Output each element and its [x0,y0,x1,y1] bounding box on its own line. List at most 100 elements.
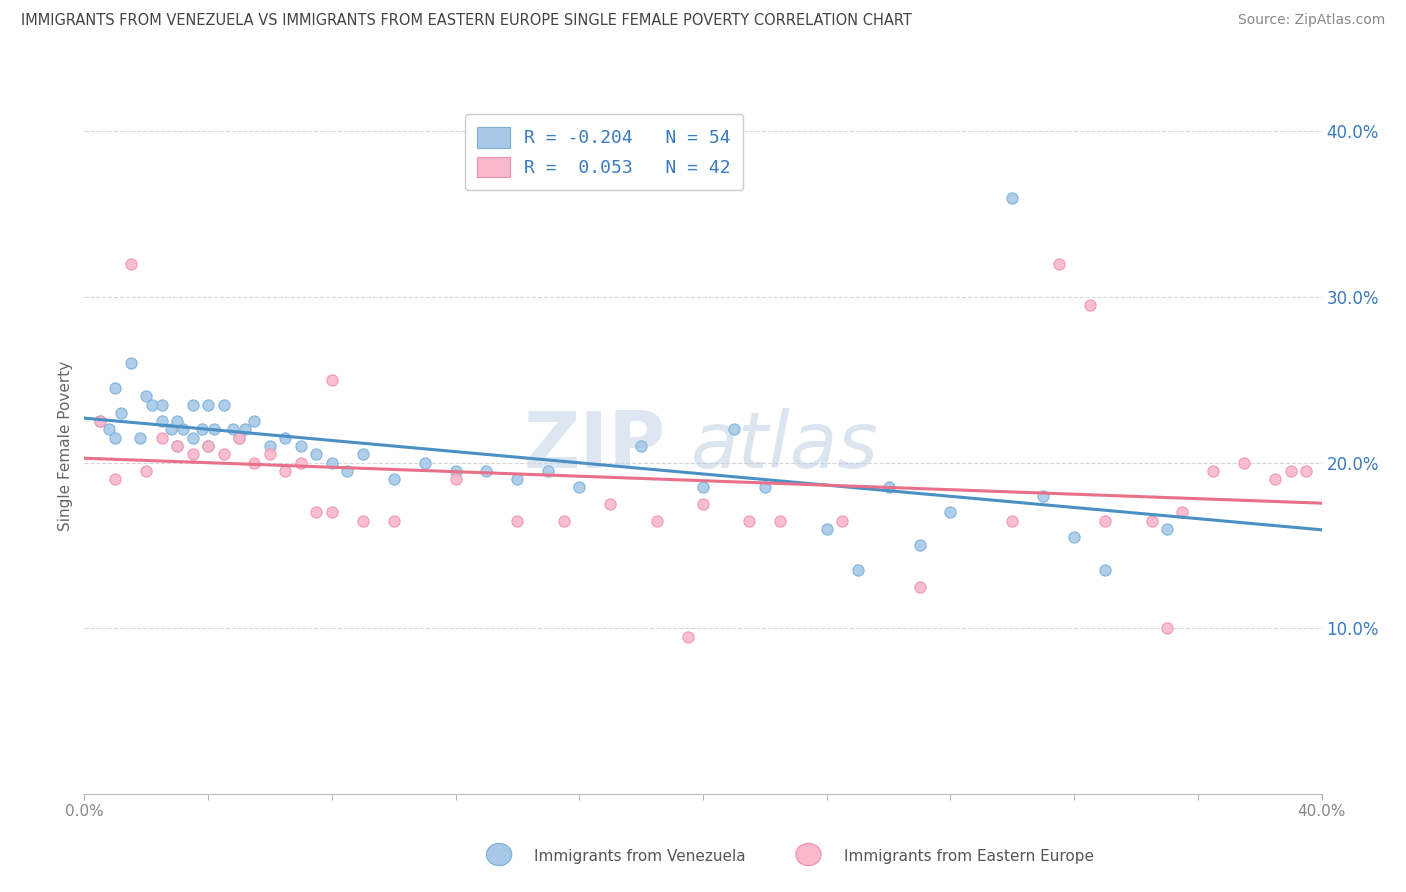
Point [197,439,219,453]
Point [831,514,853,528]
Point [290,439,312,453]
Point [352,447,374,461]
Y-axis label: Single Female Poverty: Single Female Poverty [58,361,73,531]
Point [321,373,343,387]
Point [172,422,194,436]
Point [89,414,111,428]
Point [1063,530,1085,544]
Point [305,505,328,519]
Point [537,464,560,478]
Point [676,630,699,644]
Point [908,538,931,552]
Point [141,398,163,412]
Point [1171,505,1194,519]
Point [274,464,297,478]
Point [352,514,374,528]
Point [150,398,173,412]
Point [243,414,266,428]
Point [506,472,529,486]
Point [120,257,142,271]
Point [321,456,343,470]
Point [321,505,343,519]
Point [233,422,256,436]
Point [846,563,869,577]
Point [104,381,127,395]
Point [1078,298,1101,312]
Point [290,456,312,470]
Text: IMMIGRANTS FROM VENEZUELA VS IMMIGRANTS FROM EASTERN EUROPE SINGLE FEMALE POVERT: IMMIGRANTS FROM VENEZUELA VS IMMIGRANTS … [21,13,912,29]
Text: Source: ZipAtlas.com: Source: ZipAtlas.com [1237,13,1385,28]
Point [305,447,328,461]
Point [599,497,621,511]
Point [1264,472,1286,486]
Point [475,464,498,478]
Point [166,414,188,428]
Text: ZIP: ZIP [523,408,666,484]
Point [228,431,250,445]
Point [135,464,157,478]
Point [336,464,359,478]
Point [1279,464,1302,478]
Point [645,514,668,528]
Point [1001,514,1024,528]
Point [166,439,188,453]
Point [120,356,142,370]
Point [181,431,204,445]
Point [135,389,157,403]
Text: Immigrants from Eastern Europe: Immigrants from Eastern Europe [844,849,1094,863]
Point [754,480,776,494]
Point [444,464,467,478]
Point [1202,464,1225,478]
Point [150,414,173,428]
Point [444,472,467,486]
Point [160,422,183,436]
Point [1156,621,1178,635]
Point [630,439,652,453]
Point [1233,456,1256,470]
Point [166,439,188,453]
Point [1047,257,1070,271]
Point [1094,563,1116,577]
Point [181,398,204,412]
Point [1140,514,1163,528]
Point [382,514,405,528]
Point [692,497,714,511]
Point [191,422,214,436]
Point [1094,514,1116,528]
Legend: R = -0.204   N = 54, R =  0.053   N = 42: R = -0.204 N = 54, R = 0.053 N = 42 [464,114,744,190]
Point [89,414,111,428]
Point [150,431,173,445]
Point [98,422,121,436]
Point [259,447,281,461]
Point [908,580,931,594]
Point [815,522,838,536]
Point [413,456,436,470]
Point [202,422,225,436]
Point [877,480,900,494]
Point [1156,522,1178,536]
Point [104,431,127,445]
Point [692,480,714,494]
Point [769,514,792,528]
Point [212,398,235,412]
Point [212,447,235,461]
Point [181,447,204,461]
Point [568,480,591,494]
Point [129,431,152,445]
Point [723,422,745,436]
Point [506,514,529,528]
Point [738,514,761,528]
Point [222,422,245,436]
Point [243,456,266,470]
Point [228,431,250,445]
Point [197,398,219,412]
Point [553,514,575,528]
Point [1032,489,1054,503]
Point [104,472,127,486]
Point [1001,190,1024,204]
Point [259,439,281,453]
Point [939,505,962,519]
Point [274,431,297,445]
Point [110,406,132,420]
Point [382,472,405,486]
